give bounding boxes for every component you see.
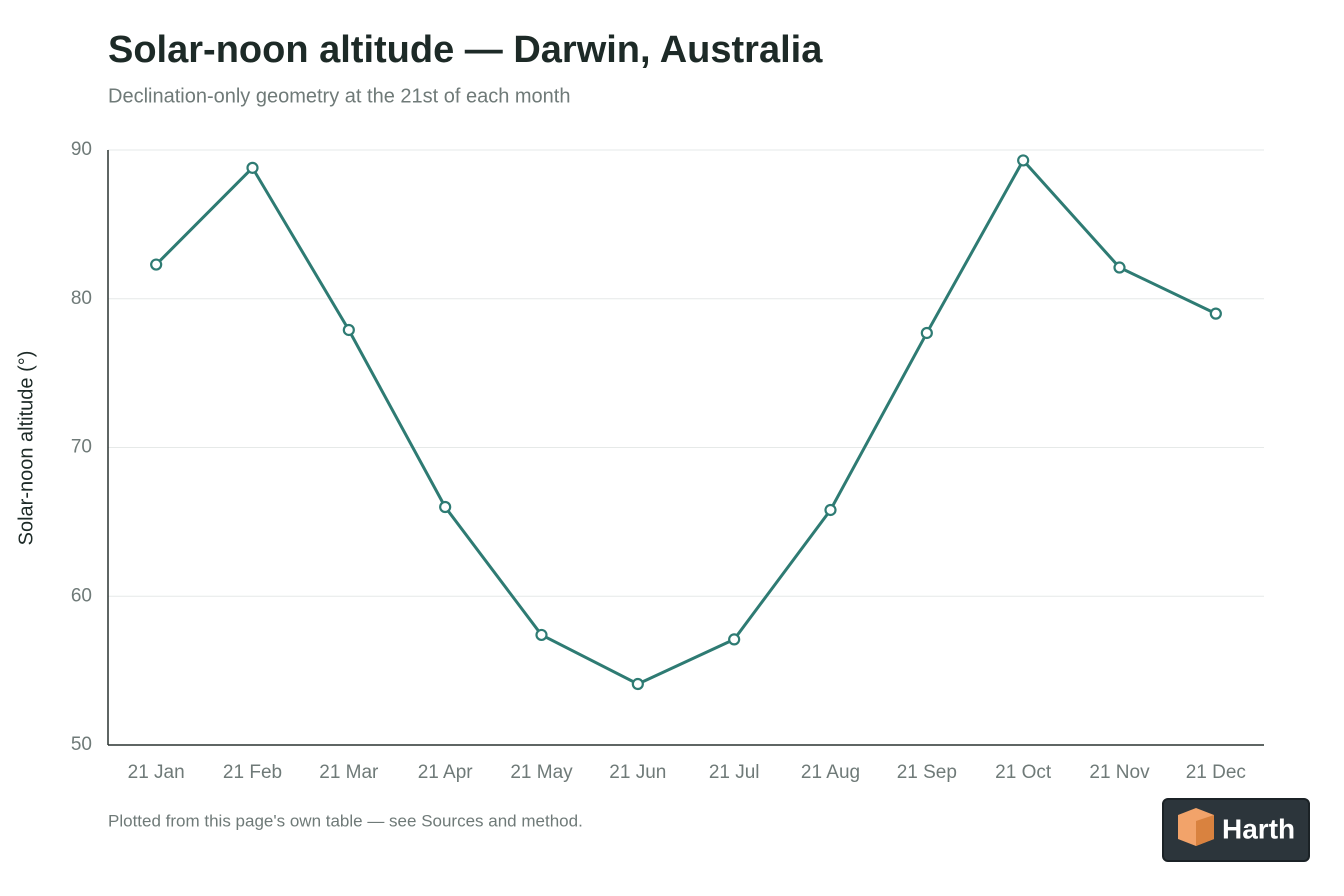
x-tick-label: 21 Oct — [995, 762, 1052, 783]
data-point — [1209, 307, 1222, 320]
x-tick-label: 21 Jul — [709, 762, 760, 783]
data-point — [824, 503, 837, 517]
y-tick-label: 90 — [71, 139, 92, 160]
data-point — [920, 326, 933, 340]
data-point — [439, 500, 452, 514]
y-axis-label: Solar-noon altitude (°) — [15, 351, 37, 546]
data-point — [631, 677, 644, 691]
series-line — [155, 158, 1217, 686]
logo-icon-side — [1196, 815, 1214, 846]
data-point — [728, 633, 741, 646]
chart-subtitle: Declination-only geometry at the 21st of… — [108, 85, 570, 107]
logo: Harth — [1162, 798, 1310, 862]
x-tick-label: 21 Dec — [1186, 762, 1246, 783]
data-point — [1017, 154, 1030, 167]
data-point — [150, 258, 163, 271]
x-tick-label: 21 Nov — [1089, 762, 1150, 783]
x-tick-label: 21 Feb — [223, 762, 282, 783]
x-tick-label: 21 Aug — [801, 762, 860, 783]
chart-title: Solar-noon altitude — Darwin, Australia — [108, 29, 823, 71]
x-tick-label: 21 Sep — [897, 762, 957, 783]
data-point — [342, 323, 355, 337]
data-point — [535, 628, 548, 642]
logo-text: Harth — [1222, 813, 1295, 844]
x-tick-label: 21 May — [510, 762, 573, 783]
x-tick-label: 21 Jan — [128, 762, 185, 783]
footnote: Plotted from this page's own table — see… — [108, 811, 583, 830]
y-tick-label: 70 — [71, 437, 92, 458]
x-tick-label: 21 Mar — [319, 762, 379, 783]
x-tick-label: 21 Apr — [418, 762, 474, 783]
x-tick-label: 21 Jun — [609, 762, 666, 783]
y-tick-label: 50 — [71, 734, 92, 755]
y-tick-label: 60 — [71, 585, 92, 606]
y-tick-label: 80 — [71, 288, 92, 309]
data-point — [1113, 261, 1126, 274]
data-point — [246, 161, 259, 174]
